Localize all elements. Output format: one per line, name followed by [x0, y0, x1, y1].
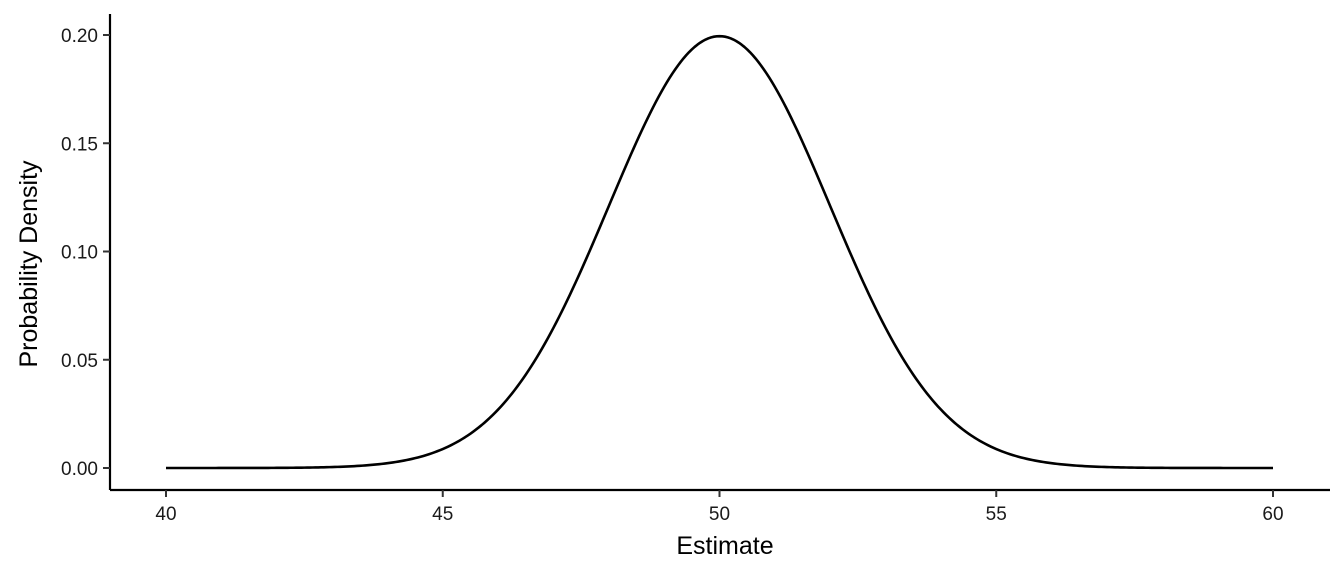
x-tick-label: 55 — [986, 504, 1007, 525]
x-tick-label: 45 — [432, 504, 453, 525]
plot-area — [166, 34, 1273, 470]
y-tick-label: 0.10 — [61, 243, 98, 264]
y-axis-title: Probability Density — [15, 160, 43, 368]
x-tick-label: 50 — [709, 504, 730, 525]
density-curve — [166, 34, 1273, 470]
x-axis-title: Estimate — [676, 532, 773, 560]
y-tick-label: 0.20 — [61, 26, 98, 47]
x-tick-label: 40 — [155, 504, 176, 525]
y-tick-label: 0.05 — [61, 351, 98, 372]
x-axis-ticks: 40 45 50 55 60 — [155, 490, 1284, 525]
y-axis-ticks: 0.00 0.05 0.10 0.15 0.20 — [61, 26, 110, 480]
x-tick-label: 60 — [1262, 504, 1283, 525]
y-tick-label: 0.00 — [61, 459, 98, 480]
y-tick-label: 0.15 — [61, 134, 98, 155]
